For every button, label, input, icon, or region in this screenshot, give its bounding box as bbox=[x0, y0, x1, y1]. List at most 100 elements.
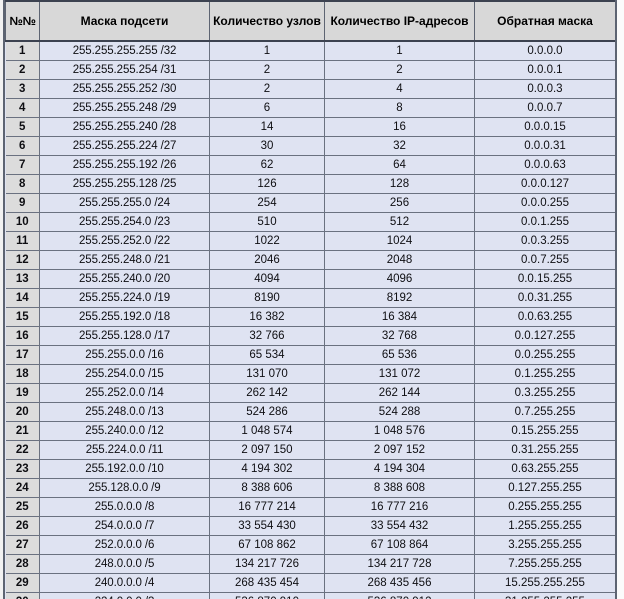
cell-subnet-mask: 255.255.255.224 /27 bbox=[39, 136, 210, 156]
cell-wildcard-mask: 0.0.31.255 bbox=[474, 288, 615, 308]
table-row: 4 255.255.255.248 /29 6 8 0.0.0.7 bbox=[5, 98, 615, 118]
cell-wildcard-mask: 0.0.0.31 bbox=[474, 136, 615, 156]
cell-wildcard-mask: 0.7.255.255 bbox=[474, 402, 615, 422]
table-row: 26 254.0.0.0 /7 33 554 430 33 554 432 1.255.… bbox=[5, 516, 615, 536]
cell-host-count: 4 194 302 bbox=[209, 459, 325, 479]
cell-index: 21 bbox=[5, 421, 40, 441]
cell-wildcard-mask: 0.0.7.255 bbox=[474, 250, 615, 270]
column-header-wildcard-mask: Обратная маска bbox=[474, 0, 615, 42]
table-row: 9 255.255.255.0 /24 254 256 0.0.0.255 bbox=[5, 193, 615, 213]
table-row: 12 255.255.248.0 /21 2046 2048 0.0.7.255 bbox=[5, 250, 615, 270]
cell-index: 3 bbox=[5, 79, 40, 99]
cell-subnet-mask: 248.0.0.0 /5 bbox=[39, 554, 210, 574]
cell-subnet-mask: 255.252.0.0 /14 bbox=[39, 383, 210, 403]
cell-index: 20 bbox=[5, 402, 40, 422]
cell-wildcard-mask: 0.127.255.255 bbox=[474, 478, 615, 498]
cell-ip-count: 8 388 608 bbox=[324, 478, 475, 498]
cell-host-count: 126 bbox=[209, 174, 325, 194]
table-row: 28 248.0.0.0 /5 134 217 726 134 217 728 7.25… bbox=[5, 554, 615, 574]
cell-index: 22 bbox=[5, 440, 40, 460]
cell-wildcard-mask: 0.0.0.7 bbox=[474, 98, 615, 118]
cell-ip-count: 536 870 912 bbox=[324, 592, 475, 599]
cell-index: 13 bbox=[5, 269, 40, 289]
cell-wildcard-mask: 0.0.0.63 bbox=[474, 155, 615, 175]
cell-ip-count: 16 384 bbox=[324, 307, 475, 327]
table-row: 10 255.255.254.0 /23 510 512 0.0.1.255 bbox=[5, 212, 615, 232]
cell-host-count: 32 766 bbox=[209, 326, 325, 346]
cell-wildcard-mask: 0.15.255.255 bbox=[474, 421, 615, 441]
cell-host-count: 16 382 bbox=[209, 307, 325, 327]
cell-subnet-mask: 255.255.255.254 /31 bbox=[39, 60, 210, 80]
cell-index: 30 bbox=[5, 592, 40, 599]
cell-wildcard-mask: 0.31.255.255 bbox=[474, 440, 615, 460]
cell-ip-count: 4096 bbox=[324, 269, 475, 289]
table-row: 20 255.248.0.0 /13 524 286 524 288 0.7.255.2… bbox=[5, 402, 615, 422]
cell-subnet-mask: 255.255.255.128 /25 bbox=[39, 174, 210, 194]
cell-wildcard-mask: 0.0.255.255 bbox=[474, 345, 615, 365]
cell-ip-count: 1 048 576 bbox=[324, 421, 475, 441]
cell-index: 6 bbox=[5, 136, 40, 156]
cell-wildcard-mask: 0.0.15.255 bbox=[474, 269, 615, 289]
cell-index: 8 bbox=[5, 174, 40, 194]
cell-host-count: 1 048 574 bbox=[209, 421, 325, 441]
cell-subnet-mask: 255.192.0.0 /10 bbox=[39, 459, 210, 479]
cell-wildcard-mask: 0.255.255.255 bbox=[474, 497, 615, 517]
cell-index: 28 bbox=[5, 554, 40, 574]
cell-subnet-mask: 224.0.0.0 /3 bbox=[39, 592, 210, 599]
cell-ip-count: 524 288 bbox=[324, 402, 475, 422]
table-row: 2 255.255.255.254 /31 2 2 0.0.0.1 bbox=[5, 60, 615, 80]
table-body: 1 255.255.255.255 /32 1 1 0.0.0.0 2 255.255.25… bbox=[5, 41, 615, 599]
cell-subnet-mask: 255.255.128.0 /17 bbox=[39, 326, 210, 346]
cell-host-count: 4094 bbox=[209, 269, 325, 289]
table-row: 22 255.224.0.0 /11 2 097 150 2 097 152 0.31.… bbox=[5, 440, 615, 460]
cell-host-count: 524 286 bbox=[209, 402, 325, 422]
cell-index: 24 bbox=[5, 478, 40, 498]
cell-host-count: 134 217 726 bbox=[209, 554, 325, 574]
cell-subnet-mask: 255.255.255.252 /30 bbox=[39, 79, 210, 99]
cell-index: 15 bbox=[5, 307, 40, 327]
cell-subnet-mask: 255.224.0.0 /11 bbox=[39, 440, 210, 460]
cell-subnet-mask: 240.0.0.0 /4 bbox=[39, 573, 210, 593]
cell-subnet-mask: 255.255.252.0 /22 bbox=[39, 231, 210, 251]
table-row: 11 255.255.252.0 /22 1022 1024 0.0.3.255 bbox=[5, 231, 615, 251]
cell-index: 29 bbox=[5, 573, 40, 593]
cell-index: 7 bbox=[5, 155, 40, 175]
cell-wildcard-mask: 1.255.255.255 bbox=[474, 516, 615, 536]
cell-index: 12 bbox=[5, 250, 40, 270]
cell-wildcard-mask: 0.3.255.255 bbox=[474, 383, 615, 403]
cell-host-count: 30 bbox=[209, 136, 325, 156]
table-row: 23 255.192.0.0 /10 4 194 302 4 194 304 0.63.… bbox=[5, 459, 615, 479]
cell-ip-count: 268 435 456 bbox=[324, 573, 475, 593]
cell-ip-count: 256 bbox=[324, 193, 475, 213]
cell-index: 25 bbox=[5, 497, 40, 517]
cell-ip-count: 8 bbox=[324, 98, 475, 118]
cell-ip-count: 4 194 304 bbox=[324, 459, 475, 479]
cell-wildcard-mask: 0.0.0.0 bbox=[474, 41, 615, 61]
table-row: 8 255.255.255.128 /25 126 128 0.0.0.127 bbox=[5, 174, 615, 194]
cell-ip-count: 131 072 bbox=[324, 364, 475, 384]
cell-host-count: 2 097 150 bbox=[209, 440, 325, 460]
cell-wildcard-mask: 0.0.1.255 bbox=[474, 212, 615, 232]
table-row: 1 255.255.255.255 /32 1 1 0.0.0.0 bbox=[5, 41, 615, 61]
cell-subnet-mask: 255.248.0.0 /13 bbox=[39, 402, 210, 422]
table-row: 15 255.255.192.0 /18 16 382 16 384 0.0.63.25… bbox=[5, 307, 615, 327]
cell-subnet-mask: 255.240.0.0 /12 bbox=[39, 421, 210, 441]
cell-index: 19 bbox=[5, 383, 40, 403]
column-header-host-count: Количество узлов bbox=[209, 0, 325, 42]
cell-host-count: 254 bbox=[209, 193, 325, 213]
cell-subnet-mask: 255.255.255.240 /28 bbox=[39, 117, 210, 137]
cell-ip-count: 262 144 bbox=[324, 383, 475, 403]
cell-index: 9 bbox=[5, 193, 40, 213]
cell-ip-count: 1 bbox=[324, 41, 475, 61]
cell-ip-count: 2 097 152 bbox=[324, 440, 475, 460]
table-row: 5 255.255.255.240 /28 14 16 0.0.0.15 bbox=[5, 117, 615, 137]
cell-index: 4 bbox=[5, 98, 40, 118]
cell-subnet-mask: 255.0.0.0 /8 bbox=[39, 497, 210, 517]
cell-ip-count: 1024 bbox=[324, 231, 475, 251]
cell-index: 18 bbox=[5, 364, 40, 384]
cell-ip-count: 134 217 728 bbox=[324, 554, 475, 574]
table-row: 19 255.252.0.0 /14 262 142 262 144 0.3.255.2… bbox=[5, 383, 615, 403]
cell-host-count: 2046 bbox=[209, 250, 325, 270]
table-row: 21 255.240.0.0 /12 1 048 574 1 048 576 0.15.… bbox=[5, 421, 615, 441]
